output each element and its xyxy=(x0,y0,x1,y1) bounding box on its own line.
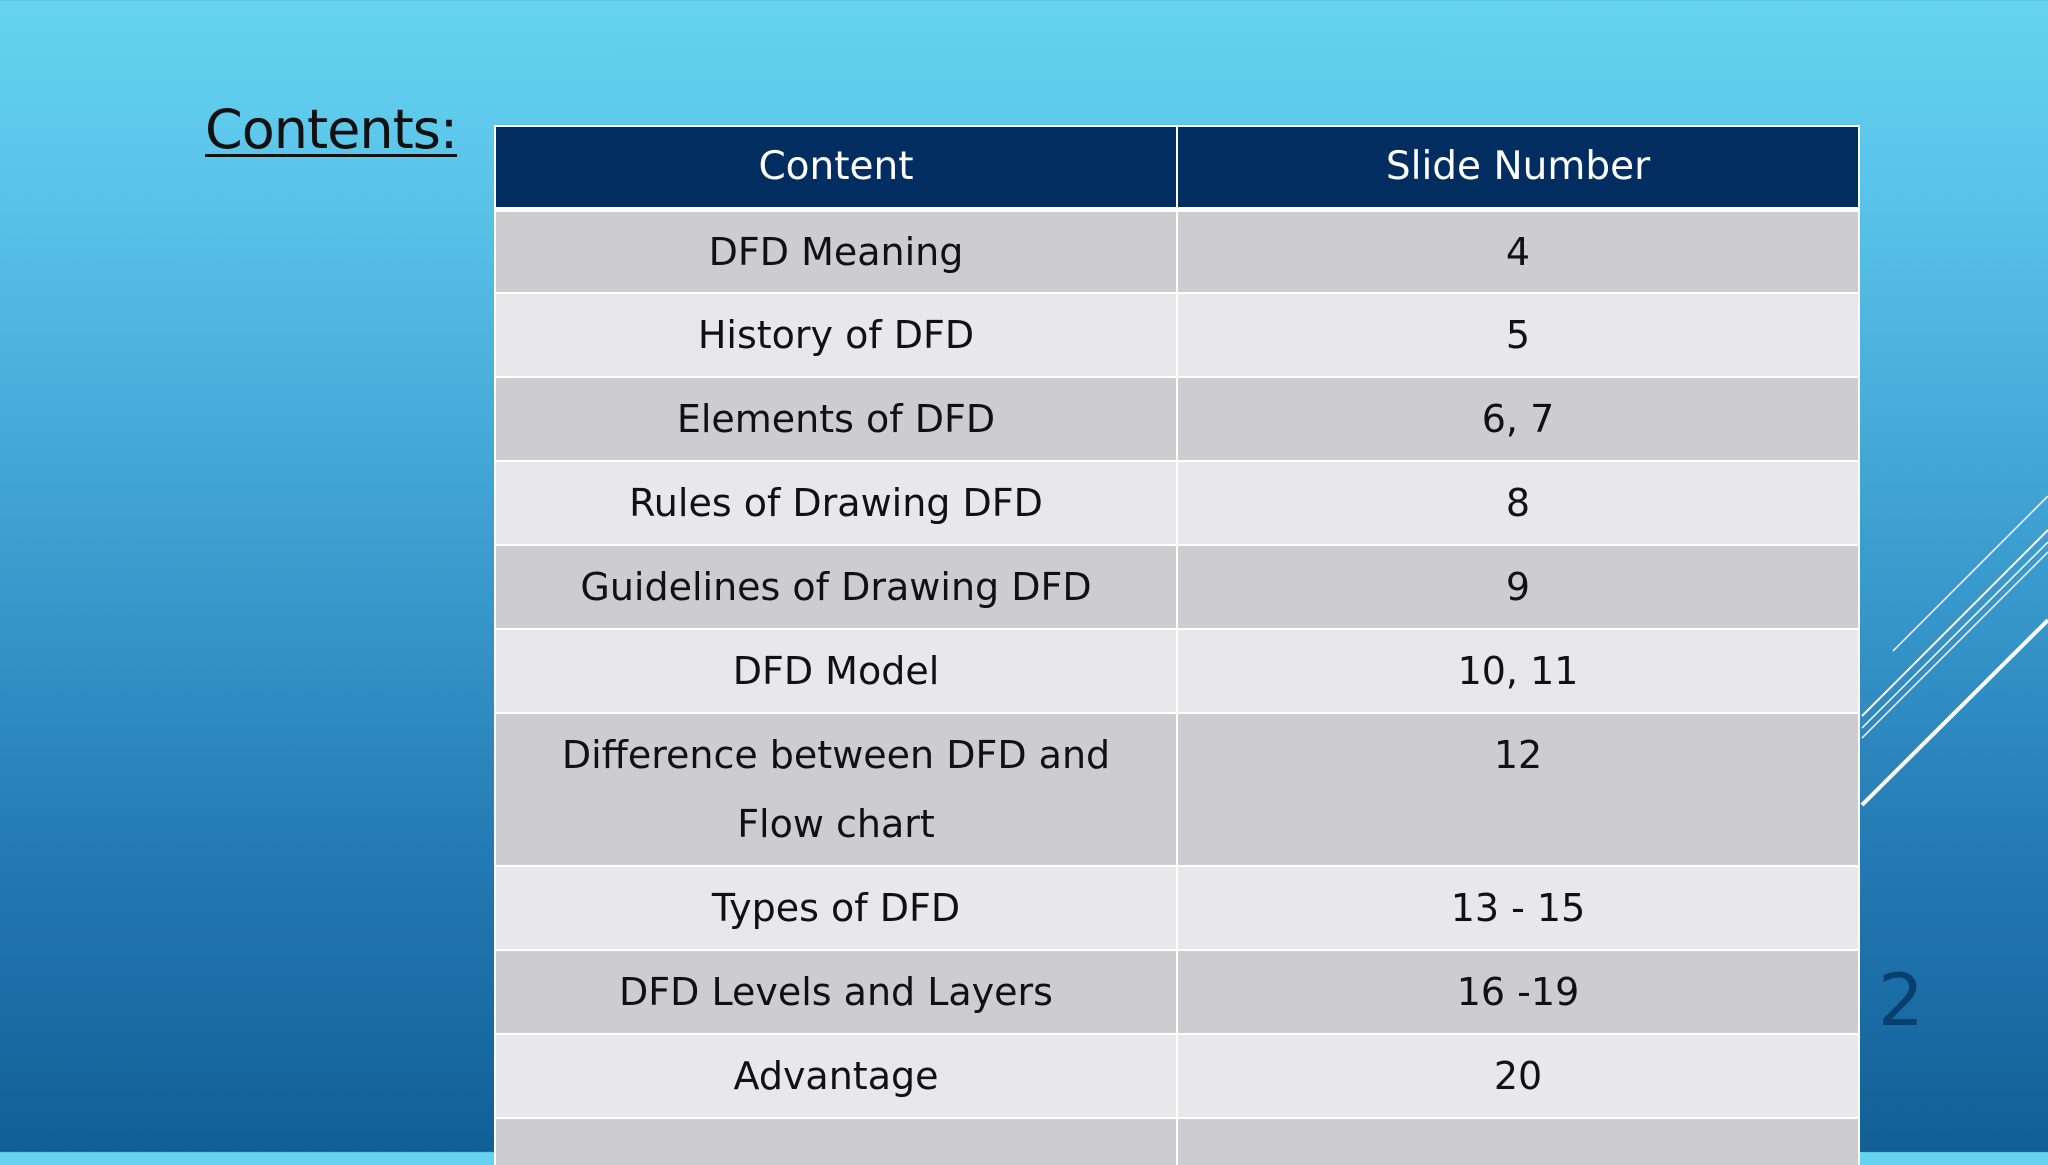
table-row: History of DFD 5 xyxy=(494,292,1860,378)
contents-table-wrapper: Content Slide Number DFD Meaning 4 Histo… xyxy=(494,125,1860,1165)
contents-table: Content Slide Number DFD Meaning 4 Histo… xyxy=(494,125,1860,1165)
slide-number-cell: 5 xyxy=(1176,292,1860,378)
table-row: Types of DFD 13 - 15 xyxy=(494,865,1860,951)
table-header-row: Content Slide Number xyxy=(494,125,1860,212)
content-cell: Guidelines of Drawing DFD xyxy=(494,544,1178,630)
slide-number-cell: 4 xyxy=(1176,208,1860,294)
slide-number-cell: 12 xyxy=(1176,712,1860,867)
page-number: 2 xyxy=(1878,958,1924,1042)
slide-number-cell: 20 xyxy=(1176,1033,1860,1119)
header-slide-number: Slide Number xyxy=(1176,125,1860,212)
slide-number-cell-cutoff xyxy=(1176,1117,1860,1165)
header-content: Content xyxy=(494,125,1178,212)
content-cell: Difference between DFD and Flow chart xyxy=(494,712,1178,867)
content-cell: Elements of DFD xyxy=(494,376,1178,462)
content-cell: DFD Levels and Layers xyxy=(494,949,1178,1035)
slide-number-cell: 16 -19 xyxy=(1176,949,1860,1035)
content-cell: Types of DFD xyxy=(494,865,1178,951)
content-cell: DFD Meaning xyxy=(494,208,1178,294)
table-row: Advantage 20 xyxy=(494,1033,1860,1119)
slide-number-cell: 10, 11 xyxy=(1176,628,1860,714)
content-cell: Rules of Drawing DFD xyxy=(494,460,1178,546)
slide-number-cell: 13 - 15 xyxy=(1176,865,1860,951)
table-row: DFD Model 10, 11 xyxy=(494,628,1860,714)
content-cell: History of DFD xyxy=(494,292,1178,378)
content-cell-cutoff xyxy=(494,1117,1178,1165)
content-cell: DFD Model xyxy=(494,628,1178,714)
table-row: Difference between DFD and Flow chart 12 xyxy=(494,712,1860,867)
table-row-cutoff xyxy=(494,1117,1860,1165)
slide-number-cell: 6, 7 xyxy=(1176,376,1860,462)
content-cell: Advantage xyxy=(494,1033,1178,1119)
slide-number-cell: 9 xyxy=(1176,544,1860,630)
slide-number-cell: 8 xyxy=(1176,460,1860,546)
table-row: Rules of Drawing DFD 8 xyxy=(494,460,1860,546)
table-row: Guidelines of Drawing DFD 9 xyxy=(494,544,1860,630)
table-row: DFD Meaning 4 xyxy=(494,208,1860,294)
table-row: Elements of DFD 6, 7 xyxy=(494,376,1860,462)
table-row: DFD Levels and Layers 16 -19 xyxy=(494,949,1860,1035)
slide-title: Contents: xyxy=(205,98,458,161)
